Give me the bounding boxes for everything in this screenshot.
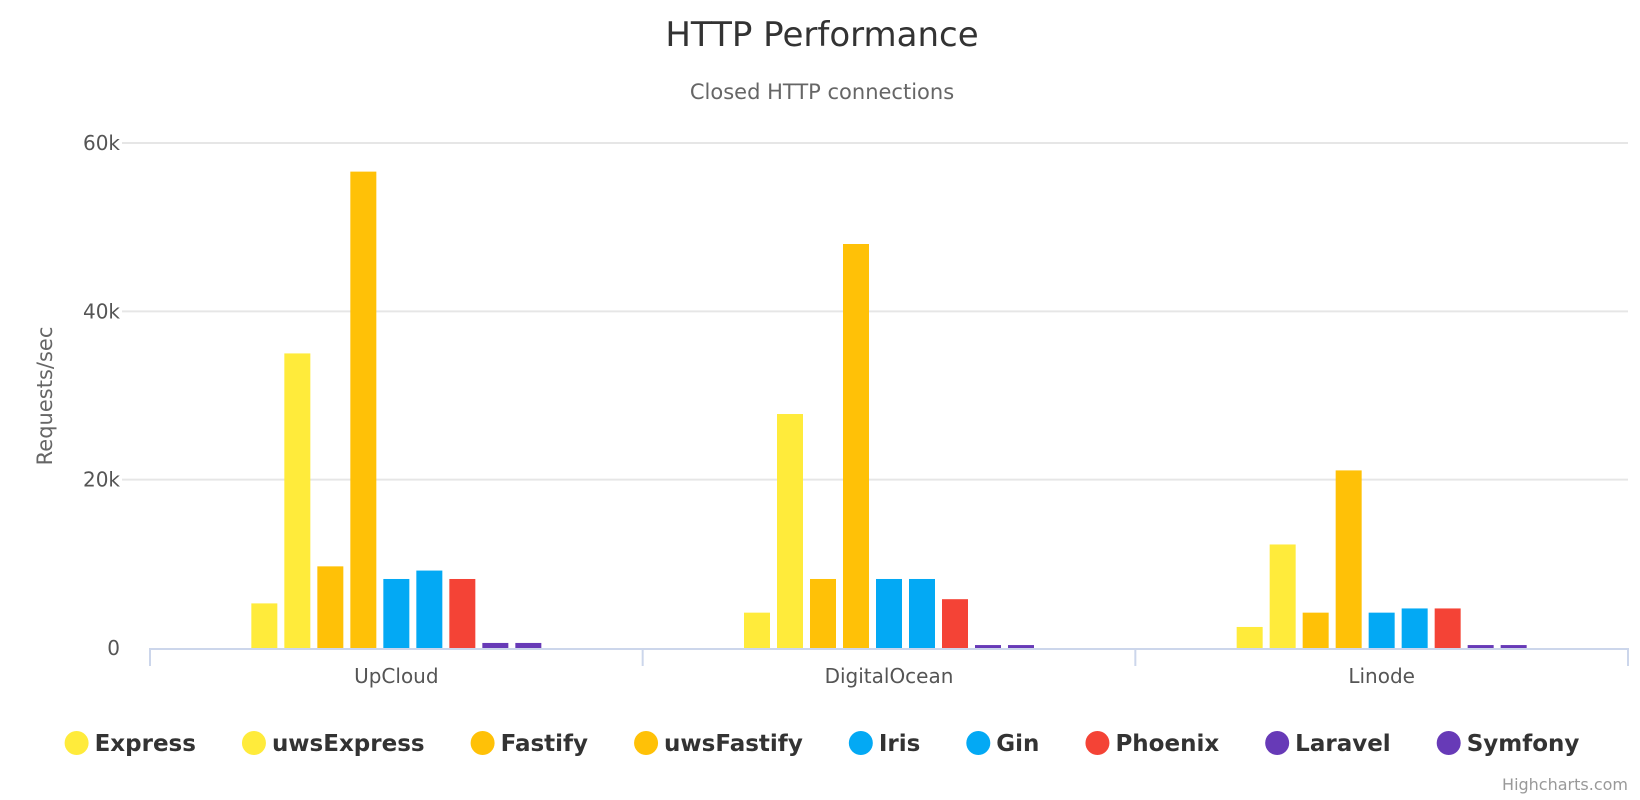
legend-marker [64,731,89,755]
legend-item-uwsfastify[interactable]: uwsFastify [634,731,803,757]
legend: Express uwsExpress Fastify uwsFastify Iris Gi… [64,731,1580,757]
legend-label: uwsFastify [664,731,803,757]
x-axis: UpCloud DigitalOcean Linode [149,648,1629,688]
legend-marker [1265,731,1290,755]
chart-subtitle: Closed HTTP connections [690,80,954,104]
bar-uwsexpress[interactable] [1269,544,1296,648]
legend-item-gin[interactable]: Gin [966,731,1039,757]
legend-item-phoenix[interactable]: Phoenix [1085,731,1219,757]
legend-item-uwsexpress[interactable]: uwsExpress [241,731,425,757]
legend-marker [470,731,495,755]
legend-marker [848,731,873,755]
bar-phoenix[interactable] [449,578,476,648]
bar-uwsfastify[interactable] [350,171,377,648]
x-tick-label: DigitalOcean [825,664,954,688]
legend-label: Phoenix [1115,731,1219,757]
bar-gin[interactable] [1401,608,1428,648]
grid-lines [122,142,1628,481]
bar-symfony[interactable] [1500,645,1527,648]
x-tick-label: Linode [1348,664,1415,688]
bar-iris[interactable] [1368,612,1395,648]
y-tick-label: 60k [83,131,120,155]
legend-item-iris[interactable]: Iris [848,731,920,757]
bar-fastify[interactable] [1302,612,1329,648]
bar-express[interactable] [744,612,770,648]
bar-uwsexpress[interactable] [777,414,803,648]
legend-item-express[interactable]: Express [64,731,196,757]
y-tick-label: 20k [83,468,120,492]
legend-marker [1085,731,1110,755]
bar-symfony[interactable] [515,642,542,648]
legend-label: Laravel [1295,731,1391,757]
legend-label: Iris [879,731,920,757]
y-axis-ticks: 0 20k 40k 60k [83,131,120,660]
bars [251,171,1527,648]
bar-express[interactable] [1236,626,1263,648]
bar-gin[interactable] [909,578,935,648]
legend-item-laravel[interactable]: Laravel [1265,731,1391,757]
legend-item-symfony[interactable]: Symfony [1436,731,1580,757]
bar-laravel[interactable] [975,645,1001,648]
bar-fastify[interactable] [317,566,344,648]
bar-phoenix[interactable] [1434,608,1461,648]
bar-laravel[interactable] [482,642,509,648]
bar-phoenix[interactable] [942,599,968,648]
y-tick-label: 40k [83,299,120,323]
bar-uwsexpress[interactable] [284,353,311,648]
y-axis-title: Requests/sec [33,327,57,466]
legend-label: Gin [996,731,1039,757]
legend-label: Express [95,731,196,757]
bar-uwsfastify[interactable] [1335,470,1362,648]
legend-marker [634,731,659,755]
legend-marker [966,731,991,755]
bar-gin[interactable] [416,570,443,648]
legend-marker [241,731,266,755]
legend-marker [1436,731,1461,755]
chart-title: HTTP Performance [665,15,978,55]
bar-laravel[interactable] [1467,645,1494,648]
bar-fastify[interactable] [810,578,836,648]
legend-item-fastify[interactable]: Fastify [470,731,588,757]
bar-symfony[interactable] [1008,645,1034,648]
bar-iris[interactable] [876,578,902,648]
bar-uwsfastify[interactable] [843,244,869,648]
legend-label: Symfony [1467,731,1580,757]
credits-link[interactable]: Highcharts.com [1502,775,1628,794]
legend-label: Fastify [501,731,588,757]
legend-label: uwsExpress [272,731,425,757]
bar-express[interactable] [251,603,278,648]
y-tick-label: 0 [107,636,120,660]
x-tick-label: UpCloud [354,664,438,688]
bar-iris[interactable] [383,578,410,648]
